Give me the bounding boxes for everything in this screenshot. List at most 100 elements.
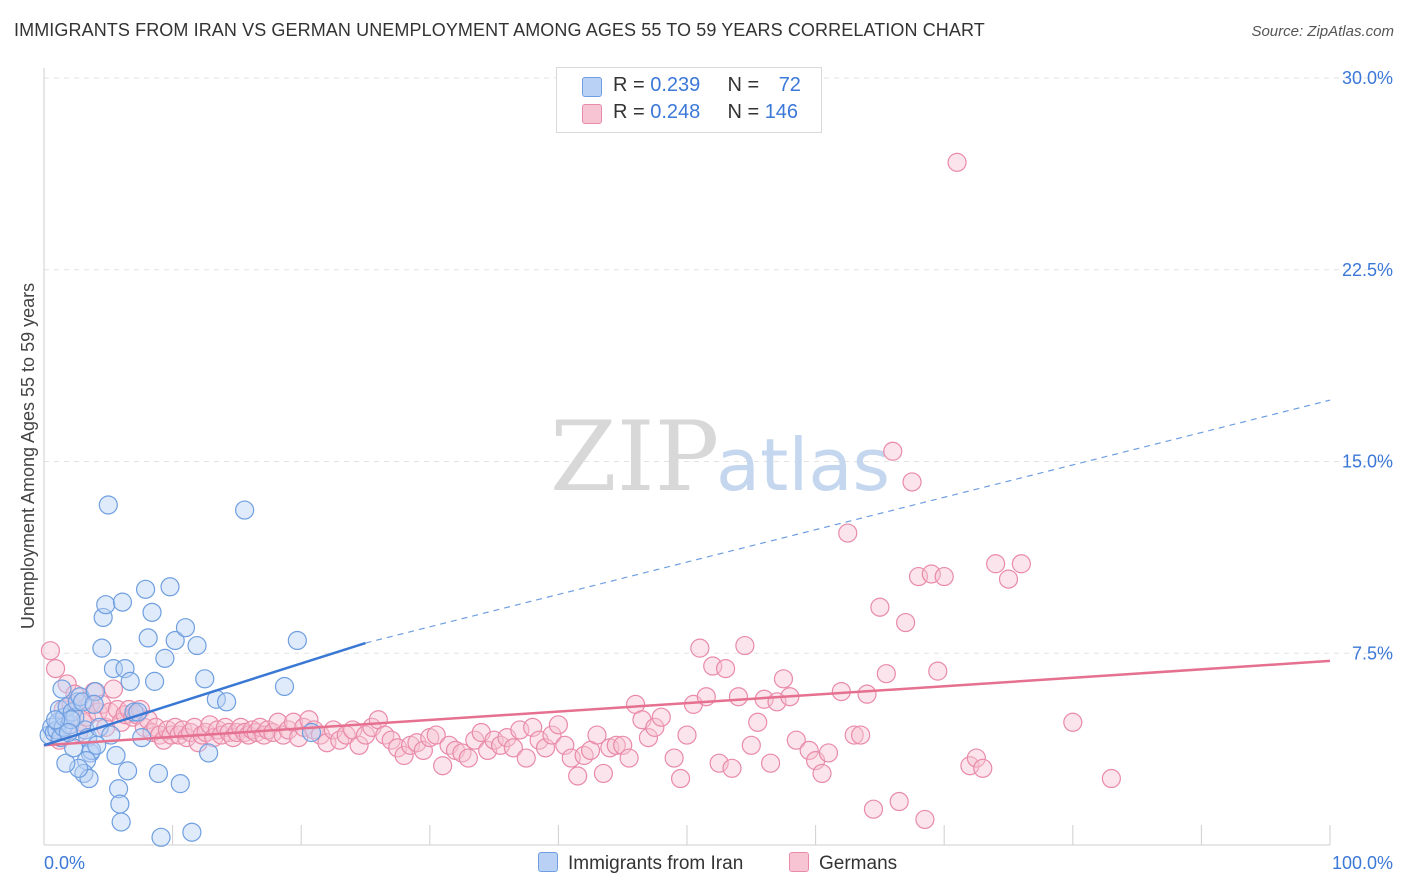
iran-point bbox=[182, 822, 202, 842]
iran-point bbox=[98, 495, 118, 515]
iran-point bbox=[72, 692, 93, 712]
germans-point bbox=[503, 738, 523, 758]
germans-point bbox=[986, 554, 1006, 574]
iran-point bbox=[117, 761, 138, 781]
iran-point bbox=[175, 618, 196, 638]
germans-n-value: 146 bbox=[764, 101, 799, 123]
iran-point bbox=[67, 692, 88, 712]
iran-point bbox=[187, 635, 207, 656]
germans-point bbox=[433, 756, 453, 776]
germans-point bbox=[593, 763, 614, 784]
iran-point bbox=[106, 745, 126, 766]
germans-point bbox=[715, 658, 736, 679]
germans-point bbox=[529, 730, 549, 750]
germans-point bbox=[664, 748, 684, 768]
germans-point bbox=[330, 730, 350, 750]
iran-point bbox=[45, 710, 66, 730]
germans-point bbox=[45, 658, 66, 679]
watermark-zip: ZIP bbox=[550, 401, 719, 513]
iran-r-value: 0.239 bbox=[650, 74, 701, 96]
germans-point bbox=[426, 725, 446, 745]
germans-point bbox=[574, 745, 594, 766]
iran-point bbox=[135, 579, 156, 599]
germans-legend-swatch bbox=[789, 852, 809, 872]
source-label: Source: ZipAtlas.com bbox=[1251, 23, 1394, 40]
bottom-legend-iran: Immigrants from Iran bbox=[538, 852, 743, 875]
germans-point bbox=[1011, 554, 1031, 574]
iran-point bbox=[165, 630, 185, 651]
germans-point bbox=[407, 733, 427, 753]
germans-point bbox=[452, 743, 472, 763]
watermark-atlas: atlas bbox=[716, 423, 890, 507]
germans-point bbox=[587, 725, 607, 745]
germans-points bbox=[40, 152, 1121, 830]
iran-point bbox=[274, 676, 295, 697]
germans-point bbox=[1101, 768, 1121, 789]
germans-point bbox=[812, 763, 832, 784]
germans-point bbox=[799, 740, 819, 761]
iran-point bbox=[115, 658, 135, 679]
germans-point bbox=[966, 748, 986, 768]
iran-legend-swatch bbox=[538, 852, 558, 872]
iran-point bbox=[79, 768, 99, 789]
germans-point bbox=[786, 730, 806, 750]
germans-point bbox=[268, 712, 288, 732]
germans-point bbox=[844, 725, 864, 745]
iran-trend-extension bbox=[365, 399, 1331, 644]
iran-point bbox=[217, 692, 237, 712]
iran-point bbox=[110, 794, 130, 814]
germans-point bbox=[381, 730, 401, 750]
germans-r-label: R = bbox=[613, 101, 651, 123]
watermark: ZIP atlas bbox=[550, 401, 890, 513]
iran-n-value: 72 bbox=[778, 74, 801, 96]
germans-point bbox=[638, 728, 659, 748]
bottom-legend-germans: Germans bbox=[789, 852, 897, 875]
iran-r-label: R = bbox=[613, 74, 651, 96]
y-tick-label: 30.0% bbox=[1342, 68, 1393, 88]
iran-point bbox=[235, 500, 255, 520]
iran-swatch bbox=[582, 77, 602, 97]
iran-point bbox=[111, 812, 131, 832]
germans-point bbox=[902, 472, 922, 492]
trend-lines bbox=[43, 399, 1331, 747]
germans-point bbox=[709, 753, 729, 773]
iran-point bbox=[195, 669, 215, 689]
germans-swatch bbox=[582, 104, 602, 124]
germans-point bbox=[870, 597, 890, 617]
stats-legend: R = 0.239 N = 72 R = 0.248 N = 146 bbox=[556, 67, 822, 133]
germans-point bbox=[857, 684, 877, 704]
germans-point bbox=[157, 720, 178, 740]
axes bbox=[43, 68, 1331, 846]
germans-point bbox=[748, 712, 768, 732]
germans-point bbox=[645, 717, 665, 737]
iran-point bbox=[160, 577, 180, 597]
germans-point bbox=[1063, 712, 1083, 732]
x-tick-label-max: 100.0% bbox=[1332, 853, 1393, 873]
iran-point bbox=[87, 735, 107, 755]
iran-point bbox=[199, 743, 219, 763]
iran-point bbox=[103, 658, 124, 679]
germans-n-label: N = bbox=[727, 101, 765, 123]
y-tick-label: 22.5% bbox=[1342, 260, 1393, 280]
germans-point bbox=[863, 799, 884, 819]
germans-trend-line bbox=[43, 659, 1331, 747]
germans-point bbox=[773, 669, 794, 689]
iran-point bbox=[144, 671, 165, 691]
germans-point bbox=[934, 566, 954, 587]
iran-point bbox=[108, 779, 129, 799]
y-tick-label: 7.5% bbox=[1352, 643, 1393, 663]
germans-point bbox=[606, 735, 626, 755]
germans-point bbox=[998, 569, 1019, 589]
iran-point bbox=[74, 763, 94, 784]
iran-n-label: N = bbox=[727, 74, 765, 96]
germans-point bbox=[889, 791, 909, 812]
germans-point bbox=[355, 725, 376, 745]
germans-point bbox=[851, 725, 871, 745]
germans-point bbox=[690, 638, 710, 658]
germans-point bbox=[619, 748, 639, 768]
iran-point bbox=[138, 628, 158, 648]
iran-point bbox=[120, 671, 140, 691]
grid-lines bbox=[44, 77, 1394, 654]
germans-point bbox=[40, 641, 61, 661]
